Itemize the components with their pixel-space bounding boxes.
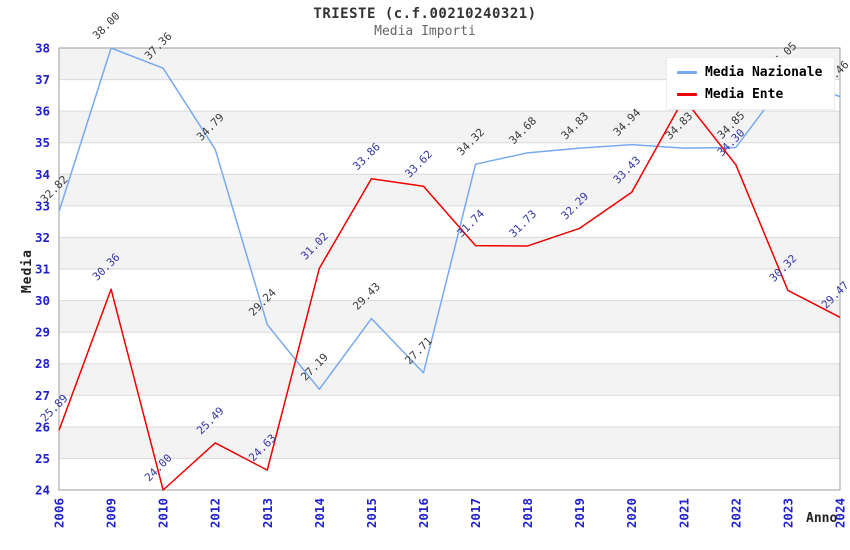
series-line-media-ente: [58, 97, 841, 491]
point-label: 38.00: [90, 10, 123, 43]
x-tick-label: 2018: [520, 498, 535, 528]
y-tick-label: 29: [35, 325, 50, 340]
x-tick-label: 2014: [312, 498, 327, 528]
x-tick-label: 2019: [572, 498, 587, 528]
y-tick-label: 33: [35, 198, 50, 213]
x-tick-label: 2023: [780, 498, 795, 528]
chart-legend: Media Nazionale Media Ente: [666, 57, 836, 110]
plot-band: [59, 426, 840, 459]
y-tick-label: 27: [35, 388, 50, 403]
x-tick-label: 2006: [52, 498, 67, 528]
plot-band: [59, 363, 840, 396]
x-tick-label: 2013: [260, 498, 275, 528]
y-tick-label: 34: [35, 167, 50, 182]
plot-band: [59, 237, 840, 269]
x-tick-label: 2020: [624, 498, 639, 528]
x-tick-label: 2017: [468, 498, 483, 528]
x-tick-label: 2015: [364, 498, 379, 528]
legend-item-media-nazionale: Media Nazionale: [677, 65, 822, 80]
plot-band: [59, 111, 840, 143]
y-tick-label: 28: [35, 356, 50, 371]
x-tick-label: 2012: [208, 498, 223, 528]
series-line-media-nazionale: [58, 47, 841, 391]
y-tick-label: 31: [35, 262, 50, 277]
plot-band: [59, 174, 840, 206]
plot-band: [59, 332, 840, 364]
x-tick-label: 2009: [104, 498, 119, 528]
x-tick-label: 2010: [156, 498, 171, 528]
legend-item-media-ente: Media Ente: [677, 87, 822, 102]
plot-band: [59, 300, 840, 333]
y-tick-label: 37: [35, 72, 50, 87]
y-axis-title: Media: [20, 249, 35, 294]
x-tick-label: 2022: [728, 498, 743, 528]
y-tick-label: 24: [35, 483, 50, 498]
y-tick-label: 26: [35, 419, 50, 434]
legend-label-nazionale: Media Nazionale: [705, 65, 823, 80]
chart-title: TRIESTE (c.f.00210240321): [313, 6, 537, 22]
plot-band: [59, 205, 840, 238]
legend-swatch-nazionale-icon: [677, 71, 697, 74]
plot-band: [59, 269, 840, 301]
y-tick-label: 36: [35, 104, 50, 119]
plot-border: [58, 47, 841, 491]
x-tick-label: 2016: [416, 498, 431, 528]
y-tick-label: 30: [35, 293, 50, 308]
legend-swatch-ente-icon: [677, 93, 697, 96]
plot-band: [59, 395, 840, 427]
y-tick-label: 32: [35, 230, 50, 245]
chart-subtitle: Media Importi: [374, 24, 476, 39]
x-tick-label: 2021: [676, 498, 691, 528]
y-tick-label: 38: [35, 41, 50, 56]
x-axis-title: Anno: [806, 511, 838, 526]
legend-label-ente: Media Ente: [705, 87, 784, 102]
plot-band: [59, 458, 840, 490]
y-tick-label: 25: [35, 451, 50, 466]
y-tick-label: 35: [35, 135, 50, 150]
x-tick-label: 2024: [833, 498, 848, 528]
